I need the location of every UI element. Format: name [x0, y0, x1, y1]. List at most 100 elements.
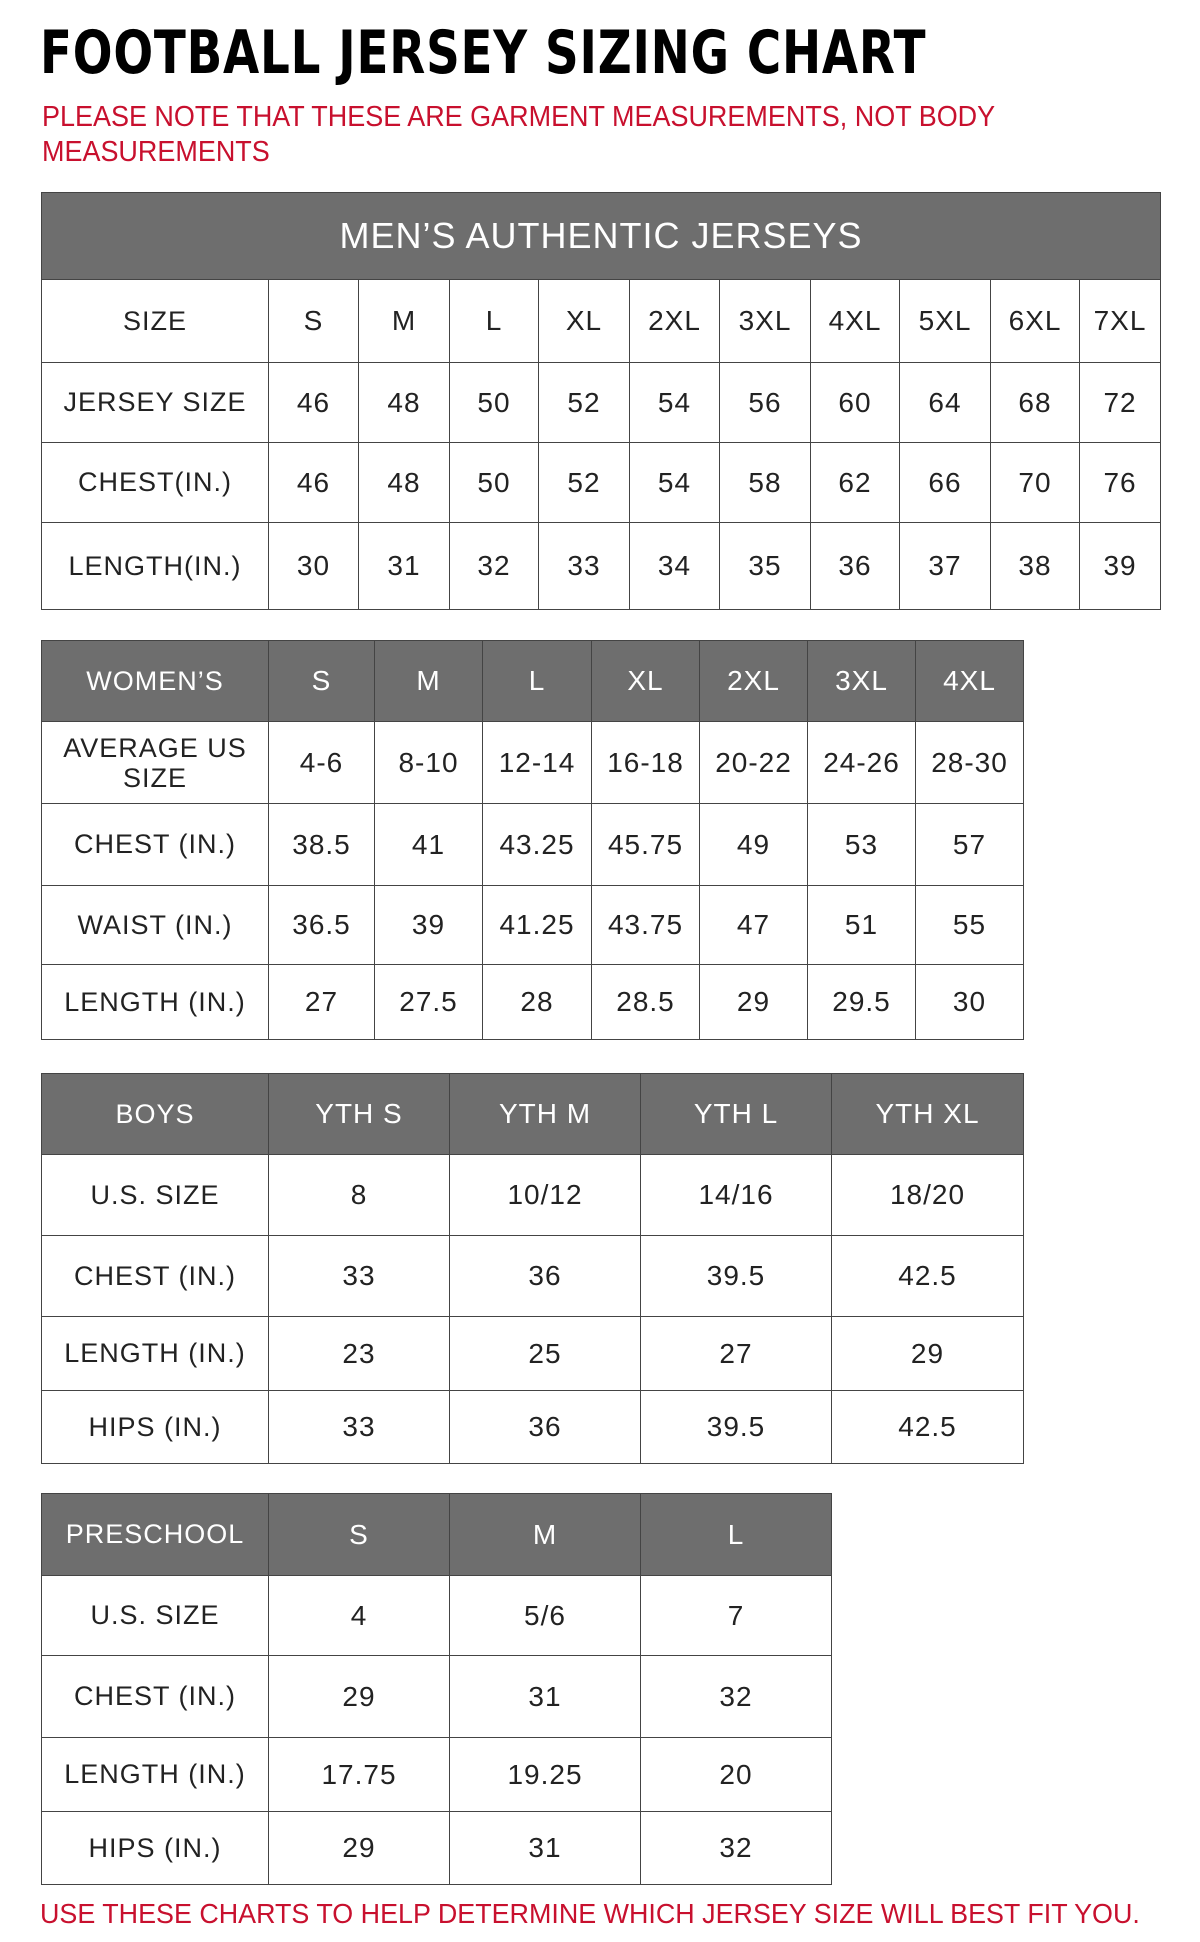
preschool-table: PRESCHOOL S M L U.S. SIZE 4 5/6 7 CHEST (IN.) 29 3… — [41, 1493, 832, 1885]
size-header: YTH XL — [831, 1073, 1024, 1155]
measurement-cell: 12-14 — [482, 721, 592, 804]
measurement-cell: 48 — [358, 362, 450, 443]
size-header: 4XL — [810, 279, 900, 363]
table-caption: MEN’S AUTHENTIC JERSEYS — [40, 192, 1162, 280]
measurement-cell: 39 — [1078, 522, 1162, 610]
table-row: CHEST (IN.) 29 31 32 — [41, 1655, 832, 1738]
measurement-cell: 50 — [449, 362, 539, 443]
measurement-cell: 31 — [449, 1655, 641, 1738]
size-header: YTH M — [449, 1073, 641, 1155]
size-header: S — [268, 640, 375, 722]
measurement-cell: 29 — [268, 1811, 450, 1885]
row-label: HIPS (IN.) — [41, 1390, 269, 1464]
measurement-cell: 35 — [719, 522, 811, 610]
size-header: 2XL — [699, 640, 808, 722]
size-header: 3XL — [807, 640, 916, 722]
measurement-cell: 55 — [915, 885, 1024, 965]
measurement-cell: 57 — [915, 803, 1024, 886]
measurement-cell: 31 — [358, 522, 450, 610]
measurement-cell: 33 — [538, 522, 630, 610]
measurement-cell: 52 — [538, 442, 630, 523]
row-label: WAIST (IN.) — [41, 885, 269, 965]
page-title: FOOTBALL JERSEY SIZING CHART — [40, 18, 927, 88]
size-header: L — [640, 1493, 832, 1576]
table-row: LENGTH (IN.) 27 27.5 28 28.5 29 29.5 30 — [41, 964, 1024, 1040]
measurement-cell: 19.25 — [449, 1737, 641, 1812]
measurement-cell: 50 — [449, 442, 539, 523]
table-row: HIPS (IN.) 29 31 32 — [41, 1811, 832, 1885]
measurement-cell: 49 — [699, 803, 808, 886]
measurement-cell: 4-6 — [268, 721, 375, 804]
size-header: 7XL — [1078, 279, 1162, 363]
table-row: CHEST (IN.) 33 36 39.5 42.5 — [41, 1235, 1024, 1317]
measurement-cell: 28-30 — [915, 721, 1024, 804]
measurement-cell: 54 — [629, 442, 720, 523]
header-label: PRESCHOOL — [41, 1493, 269, 1576]
measurement-cell: 17.75 — [268, 1737, 450, 1812]
table-row: WAIST (IN.) 36.5 39 41.25 43.75 47 51 55 — [41, 885, 1024, 965]
measurement-cell: 70 — [990, 442, 1080, 523]
measurement-cell: 47 — [699, 885, 808, 965]
size-header: XL — [538, 279, 630, 363]
measurement-cell: 23 — [268, 1316, 450, 1391]
size-header: M — [358, 279, 450, 363]
table-row: U.S. SIZE 4 5/6 7 — [41, 1575, 832, 1656]
measurement-cell: 33 — [268, 1390, 450, 1464]
row-label: CHEST(IN.) — [41, 442, 269, 523]
table-row: LENGTH(IN.) 30 31 32 33 34 35 36 37 38 39 — [41, 522, 1162, 610]
measurement-cell: 16-18 — [591, 721, 700, 804]
measurement-cell: 37 — [899, 522, 991, 610]
measurement-cell: 29 — [268, 1655, 450, 1738]
row-label: LENGTH (IN.) — [41, 1316, 269, 1391]
measurement-cell: 18/20 — [831, 1154, 1024, 1236]
size-header: YTH L — [640, 1073, 832, 1155]
measurement-cell: 10/12 — [449, 1154, 641, 1236]
header-label: BOYS — [41, 1073, 269, 1155]
footer-note: USE THESE CHARTS TO HELP DETERMINE WHICH… — [40, 1898, 1140, 1929]
header-label: WOMEN’S — [41, 640, 269, 722]
measurement-cell: 25 — [449, 1316, 641, 1391]
measurement-cell: 4 — [268, 1575, 450, 1656]
measurement-cell: 36 — [449, 1235, 641, 1317]
measurement-cell: 39.5 — [640, 1235, 832, 1317]
measurement-cell: 76 — [1078, 442, 1162, 523]
measurement-cell: 41 — [374, 803, 483, 886]
table-row: JERSEY SIZE 46 48 50 52 54 56 60 64 68 72 — [41, 362, 1162, 443]
measurement-cell: 58 — [719, 442, 811, 523]
row-label: AVERAGE US SIZE — [41, 721, 269, 804]
size-header: L — [449, 279, 539, 363]
measurement-cell: 32 — [640, 1811, 832, 1885]
measurement-cell: 24-26 — [807, 721, 916, 804]
measurement-cell: 8 — [268, 1154, 450, 1236]
measurement-cell: 64 — [899, 362, 991, 443]
table-row: HIPS (IN.) 33 36 39.5 42.5 — [41, 1390, 1024, 1464]
measurement-cell: 68 — [990, 362, 1080, 443]
size-header: YTH S — [268, 1073, 450, 1155]
row-label: U.S. SIZE — [41, 1154, 269, 1236]
measurement-cell: 33 — [268, 1235, 450, 1317]
size-header: S — [268, 1493, 450, 1576]
size-header: L — [482, 640, 592, 722]
table-row: CHEST(IN.) 46 48 50 52 54 58 62 66 70 76 — [41, 442, 1162, 523]
row-label: LENGTH(IN.) — [41, 522, 269, 610]
measurement-cell: 36.5 — [268, 885, 375, 965]
measurement-cell: 36 — [449, 1390, 641, 1464]
header-row: WOMEN’S S M L XL 2XL 3XL 4XL — [41, 640, 1024, 722]
measurement-cell: 14/16 — [640, 1154, 832, 1236]
measurement-cell: 72 — [1078, 362, 1162, 443]
measurement-cell: 30 — [915, 964, 1024, 1040]
measurement-cell: 8-10 — [374, 721, 483, 804]
measurement-cell: 51 — [807, 885, 916, 965]
header-row: SIZE S M L XL 2XL 3XL 4XL 5XL 6XL 7XL — [41, 279, 1162, 363]
measurement-cell: 5/6 — [449, 1575, 641, 1656]
measurement-cell: 45.75 — [591, 803, 700, 886]
measurement-cell: 42.5 — [831, 1235, 1024, 1317]
measurement-cell: 7 — [640, 1575, 832, 1656]
measurement-cell: 42.5 — [831, 1390, 1024, 1464]
measurement-cell: 38 — [990, 522, 1080, 610]
header-row: PRESCHOOL S M L — [41, 1493, 832, 1576]
row-label: JERSEY SIZE — [41, 362, 269, 443]
header-row: BOYS YTH S YTH M YTH L YTH XL — [41, 1073, 1024, 1155]
measurement-cell: 43.25 — [482, 803, 592, 886]
table-row: LENGTH (IN.) 23 25 27 29 — [41, 1316, 1024, 1391]
